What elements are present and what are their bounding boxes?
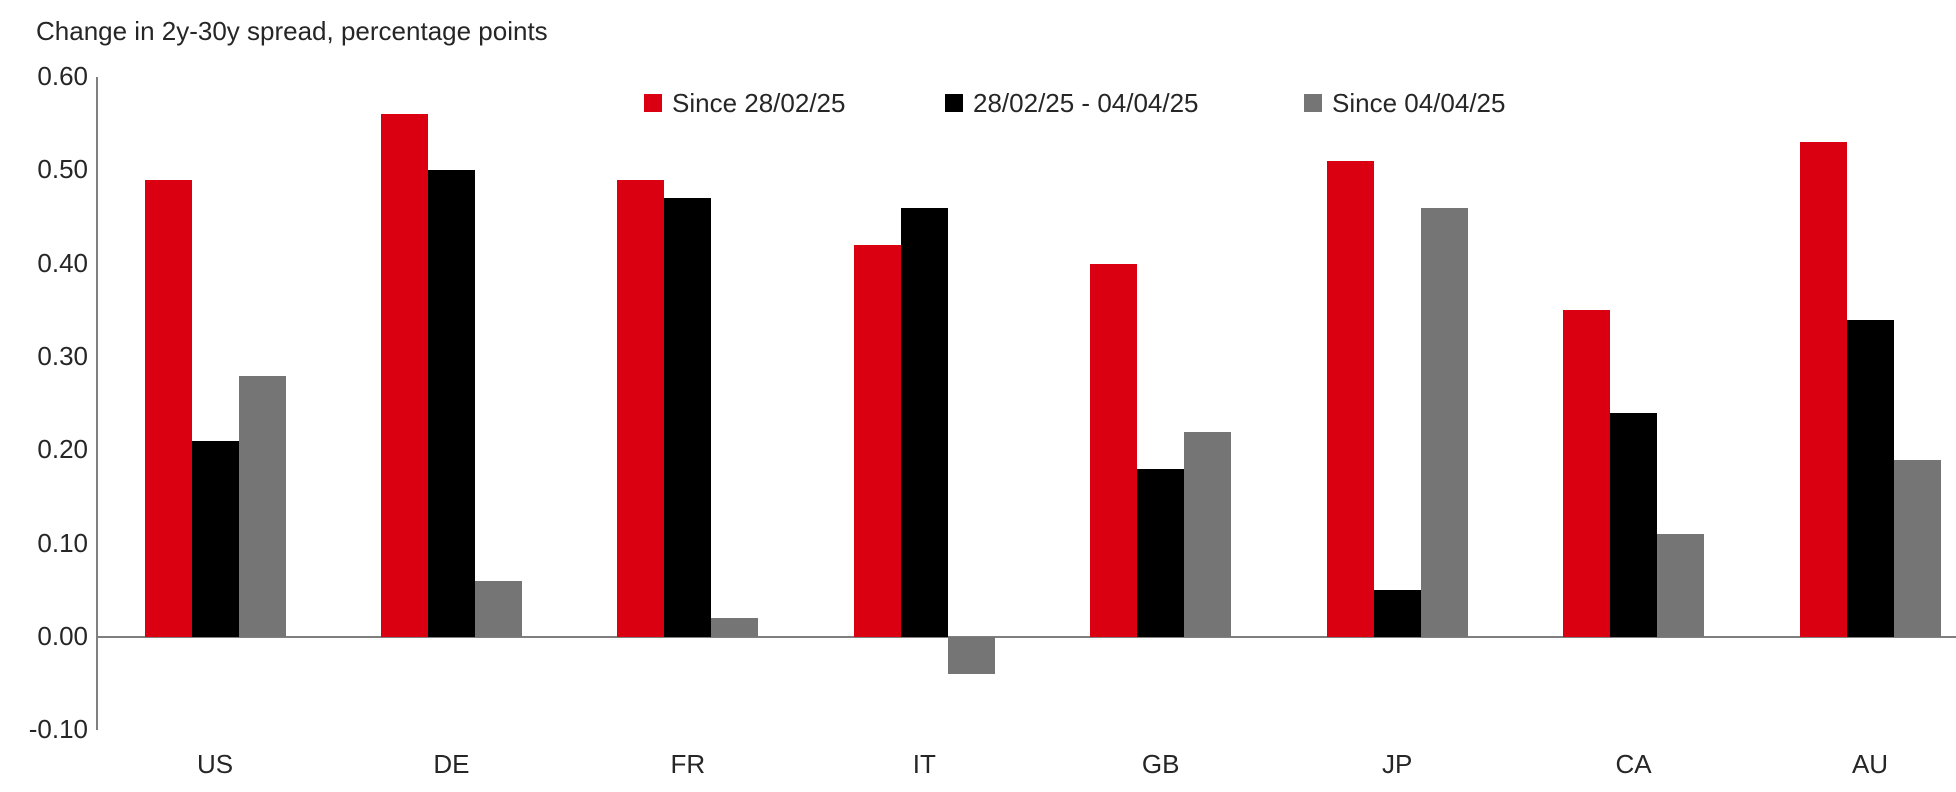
bar-it-series-2 (900, 207, 948, 637)
y-tick-label: 0.50 (37, 154, 88, 185)
bar-jp-series-3 (1420, 207, 1468, 637)
bar-de-series-2 (427, 170, 475, 637)
legend-label: Since 04/04/25 (1332, 87, 1506, 118)
bar-us-series-3 (238, 375, 286, 637)
legend-label: Since 28/02/25 (672, 87, 846, 118)
x-category-label-it: IT (912, 749, 936, 779)
bar-au-series-3 (1893, 459, 1941, 637)
legend-item: Since 28/02/25 (644, 88, 845, 118)
bar-it-series-1 (853, 245, 901, 637)
y-tick-label: 0.00 (37, 621, 88, 651)
bar-gb-series-1 (1090, 263, 1138, 637)
bar-ca-series-2 (1610, 413, 1658, 637)
y-tick-label: 0.60 (37, 61, 88, 91)
y-tick-label: 0.20 (37, 434, 88, 465)
bar-de-series-1 (380, 114, 428, 637)
x-category-label-au: AU (1851, 749, 1889, 779)
bar-de-series-3 (474, 581, 522, 637)
y-tick-label: 0.10 (37, 527, 88, 558)
bar-fr-series-1 (617, 179, 665, 637)
bar-gb-series-2 (1137, 469, 1185, 637)
chart-title: Change in 2y-30y spread, percentage poin… (36, 16, 548, 46)
y-tick-label: 0.30 (37, 341, 88, 371)
bar-au-series-2 (1846, 319, 1894, 637)
bar-jp-series-1 (1326, 161, 1374, 637)
legend-item: 28/02/25 - 04/04/25 (945, 88, 1199, 118)
legend-swatch-icon (945, 94, 963, 112)
x-category-label-fr: FR (670, 749, 706, 779)
bar-us-series-1 (144, 179, 192, 637)
bar-au-series-1 (1799, 142, 1847, 637)
bar-jp-series-2 (1373, 590, 1421, 637)
bar-it-series-3 (947, 637, 995, 675)
x-axis-baseline (96, 636, 1956, 638)
x-category-label-ca: CA (1615, 749, 1652, 779)
legend-label: 28/02/25 - 04/04/25 (973, 87, 1199, 118)
y-tick-label: 0.40 (37, 247, 88, 278)
legend-swatch-icon (644, 94, 662, 112)
legend-item: Since 04/04/25 (1304, 88, 1505, 118)
bar-gb-series-3 (1184, 431, 1232, 637)
x-category-label-de: DE (433, 749, 470, 779)
bar-fr-series-3 (711, 618, 759, 637)
x-category-label-us: US (196, 749, 234, 779)
legend-swatch-icon (1304, 94, 1322, 112)
bar-ca-series-1 (1563, 310, 1611, 637)
bar-fr-series-2 (664, 198, 712, 637)
y-tick-label: -0.10 (28, 714, 88, 745)
x-category-label-jp: JP (1381, 749, 1413, 779)
y-axis-line (96, 77, 98, 730)
bar-us-series-2 (191, 441, 239, 637)
x-category-label-gb: GB (1141, 749, 1180, 779)
bar-ca-series-3 (1657, 534, 1705, 637)
